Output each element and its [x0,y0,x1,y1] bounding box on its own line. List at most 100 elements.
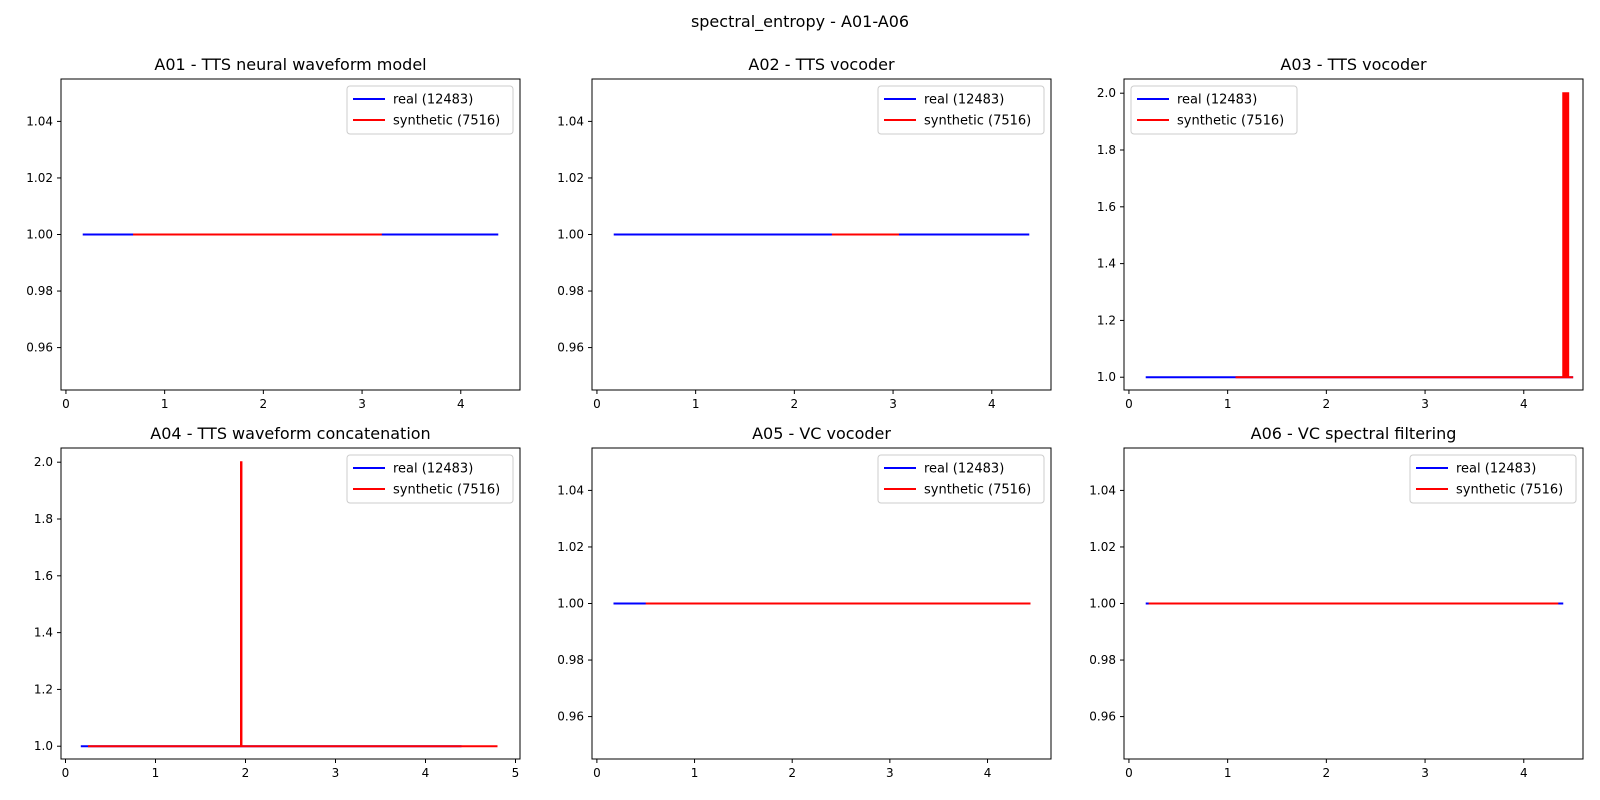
y-tick-label: 1.02 [557,540,584,554]
chart-panel-2: A02 - TTS vocoder 0 1 2 3 4 0.96 0.98 1.00 1.02 1.… [557,55,1052,411]
chart-title: A06 - VC spectral filtering [1251,424,1457,443]
chart-title: A02 - TTS vocoder [748,55,895,74]
plot-frame [60,447,521,760]
legend-label: real (12483) [393,93,473,108]
legend-box [346,454,514,504]
legend: real (12483) synthetic (7516) [877,454,1045,504]
chart-panel-6: A06 - VC spectral filtering 0 1 2 3 4 0.96 0.98… [1089,424,1584,780]
chart-panel-5: A05 - VC vocoder 0 1 2 3 4 0.96 0.98 1.00 1.02 1.0… [557,424,1052,780]
y-tick-label: 1.2 [1097,313,1116,327]
x-tick-label: 4 [422,766,430,780]
x-tick-label: 3 [1421,766,1429,780]
x-tick-label: 1 [152,766,160,780]
legend-label: real (12483) [393,462,473,477]
plot-frame [591,78,1052,391]
x-tick-label: 4 [984,766,992,780]
y-tick-label: 1.0 [34,739,53,753]
y-tick-label: 1.04 [557,114,584,128]
legend-label: synthetic (7516) [924,483,1031,498]
y-tick-label: 1.00 [557,228,584,242]
x-tick-label: 2 [242,766,250,780]
y-tick-label: 1.6 [34,569,53,583]
y-tick-label: 1.00 [1089,597,1116,611]
plot-frame [60,78,521,391]
figure-title: spectral_entropy - A01-A06 [690,12,910,31]
y-tick-label: 1.8 [34,512,53,526]
x-tick-label: 0 [1125,766,1133,780]
legend: real (12483) synthetic (7516) [1130,85,1298,135]
chart-title: A04 - TTS waveform concatenation [150,424,430,443]
chart-title: A01 - TTS neural waveform model [154,55,426,74]
y-tick-label: 1.02 [557,171,584,185]
y-tick-label: 1.4 [34,626,53,640]
plot-frame [1123,78,1584,391]
y-tick-label: 1.00 [557,597,584,611]
x-tick-label: 3 [886,766,894,780]
legend: real (12483) synthetic (7516) [346,454,514,504]
x-tick-label: 0 [593,766,601,780]
x-tick-label: 3 [889,397,897,411]
y-tick-label: 0.96 [557,710,584,724]
x-tick-label: 0 [593,397,601,411]
chart-panel-3: A03 - TTS vocoder 0 1 2 3 4 1.0 1.2 1.4 1.6 1.8 2.0… [1097,55,1584,411]
legend-label: synthetic (7516) [924,114,1031,129]
y-tick-label: 0.96 [1089,710,1116,724]
x-tick-label: 3 [358,397,366,411]
y-tick-label: 0.98 [1089,653,1116,667]
y-tick-label: 1.00 [26,228,53,242]
y-tick-label: 2.0 [34,455,53,469]
legend-label: real (12483) [924,462,1004,477]
y-tick-label: 1.0 [1097,370,1116,384]
x-tick-label: 1 [1224,397,1232,411]
legend-label: real (12483) [1177,93,1257,108]
legend-label: synthetic (7516) [393,114,500,129]
y-tick-label: 1.2 [34,682,53,696]
y-tick-label: 1.8 [1097,143,1116,157]
x-tick-label: 0 [62,766,70,780]
legend-label: real (12483) [924,93,1004,108]
series-line-synthetic [1235,92,1574,379]
chart-panel-1: A01 - TTS neural waveform model 0 1 2 3 4 0.96… [26,55,521,411]
x-tick-label: 3 [332,766,340,780]
y-tick-label: 0.98 [557,653,584,667]
y-tick-label: 1.04 [26,114,53,128]
chart-title: A03 - TTS vocoder [1280,55,1427,74]
y-tick-label: 0.96 [557,341,584,355]
plot-frame [591,447,1052,760]
y-tick-label: 0.98 [557,284,584,298]
x-tick-label: 0 [1125,397,1133,411]
x-tick-label: 1 [691,766,699,780]
x-tick-label: 4 [988,397,996,411]
legend-box [1130,85,1298,135]
x-tick-label: 4 [1520,397,1528,411]
y-tick-label: 0.96 [26,341,53,355]
legend-label: synthetic (7516) [393,483,500,498]
legend-box [877,85,1045,135]
legend-box [877,454,1045,504]
legend: real (12483) synthetic (7516) [346,85,514,135]
x-tick-label: 2 [1323,766,1331,780]
y-tick-label: 1.02 [1089,540,1116,554]
y-tick-label: 2.0 [1097,86,1116,100]
legend-box [1409,454,1577,504]
chart-panel-4: A04 - TTS waveform concatenation 0 1 2 3 4 5 1.… [34,424,521,780]
x-tick-label: 3 [1421,397,1429,411]
legend-label: synthetic (7516) [1456,483,1563,498]
legend-label: real (12483) [1456,462,1536,477]
legend-box [346,85,514,135]
x-tick-label: 2 [260,397,268,411]
x-tick-label: 2 [1323,397,1331,411]
x-tick-label: 1 [692,397,700,411]
legend: real (12483) synthetic (7516) [1409,454,1577,504]
x-tick-label: 2 [791,397,799,411]
x-tick-label: 4 [1520,766,1528,780]
y-tick-label: 1.4 [1097,257,1116,271]
x-tick-label: 2 [788,766,796,780]
y-tick-label: 0.98 [26,284,53,298]
y-tick-label: 1.04 [1089,483,1116,497]
chart-title: A05 - VC vocoder [752,424,891,443]
x-tick-label: 1 [1224,766,1232,780]
y-tick-label: 1.02 [26,171,53,185]
x-tick-label: 1 [161,397,169,411]
